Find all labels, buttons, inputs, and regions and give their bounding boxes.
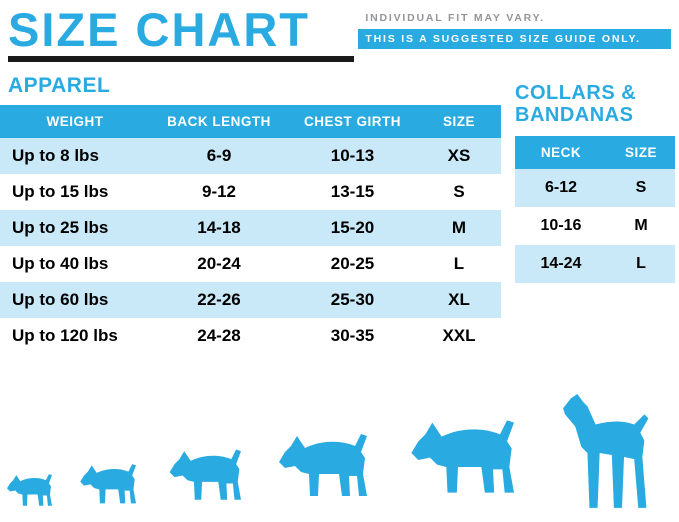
- collars-section: COLLARS & BANDANAS NECK SIZE 6-12 S: [515, 82, 675, 354]
- size-cell: L: [636, 254, 646, 272]
- dog-silhouette-m-icon: [169, 449, 241, 500]
- neck-cell: 14-24: [540, 254, 582, 272]
- table-row: Up to 120 lbs 24-28 30-35 XXL: [0, 318, 501, 354]
- dog-silhouette-s-icon: [80, 464, 137, 504]
- size-cell: M: [634, 216, 648, 234]
- chest-girth-cell: 13-15: [330, 182, 375, 201]
- table-row: 6-12 S: [515, 168, 675, 207]
- neck-cell: 10-16: [540, 216, 582, 234]
- dog-silhouette-row: [0, 394, 679, 516]
- fit-note-line2: THIS IS A SUGGESTED SIZE GUIDE ONLY.: [358, 29, 671, 49]
- apparel-table: WEIGHT BACK LENGTH CHEST GIRTH SIZE Up t…: [0, 105, 501, 354]
- weight-cell: Up to 15 lbs: [12, 182, 109, 201]
- column-header-chest-girth: CHEST GIRTH: [288, 105, 417, 138]
- size-cell: XXL: [442, 326, 476, 345]
- chest-girth-cell: 15-20: [330, 218, 375, 237]
- weight-cell: Up to 40 lbs: [12, 254, 109, 273]
- header: SIZE CHART INDIVIDUAL FIT MAY VARY. THIS…: [0, 0, 679, 62]
- fit-note: INDIVIDUAL FIT MAY VARY. THIS IS A SUGGE…: [358, 10, 671, 49]
- table-row: 14-24 L: [515, 244, 675, 283]
- chest-girth-cell: 30-35: [330, 326, 375, 345]
- back-length-cell: 22-26: [197, 290, 241, 309]
- weight-cell: Up to 60 lbs: [12, 290, 109, 309]
- back-length-cell: 6-9: [206, 146, 232, 165]
- weight-cell: Up to 120 lbs: [12, 326, 118, 345]
- chest-girth-cell: 20-25: [330, 254, 375, 273]
- dog-silhouette-xs-icon: [7, 474, 52, 506]
- title-underline: [8, 56, 354, 62]
- size-cell: S: [453, 182, 465, 201]
- size-cell: L: [453, 254, 465, 273]
- chest-girth-cell: 25-30: [330, 290, 375, 309]
- collars-header-row: NECK SIZE: [515, 135, 675, 169]
- back-length-cell: 14-18: [197, 218, 241, 237]
- size-cell: S: [635, 178, 647, 196]
- main-content: APPAREL WEIGHT BACK LENGTH CHEST GIRTH S…: [0, 74, 679, 354]
- back-length-cell: 9-12: [201, 182, 237, 201]
- dog-silhouette-l-icon: [278, 434, 367, 496]
- collars-heading: COLLARS & BANDANAS: [515, 82, 637, 127]
- size-cell: XS: [447, 146, 471, 165]
- apparel-header-row: WEIGHT BACK LENGTH CHEST GIRTH SIZE: [0, 105, 501, 138]
- apparel-section: APPAREL WEIGHT BACK LENGTH CHEST GIRTH S…: [0, 74, 501, 354]
- column-header-size: SIZE: [417, 105, 501, 138]
- column-header-size: SIZE: [607, 135, 675, 169]
- column-header-neck: NECK: [515, 135, 607, 169]
- column-header-weight: WEIGHT: [0, 105, 150, 138]
- weight-cell: Up to 8 lbs: [12, 146, 99, 165]
- dog-silhouette-xl-icon: [411, 420, 515, 493]
- table-row: Up to 25 lbs 14-18 15-20 M: [0, 210, 501, 246]
- weight-cell: Up to 25 lbs: [12, 218, 109, 237]
- neck-cell: 6-12: [544, 178, 578, 196]
- title-block: SIZE CHART: [8, 6, 358, 62]
- back-length-cell: 24-28: [197, 326, 241, 345]
- table-row: Up to 40 lbs 20-24 20-25 L: [0, 246, 501, 282]
- back-length-cell: 20-24: [197, 254, 241, 273]
- column-header-back-length: BACK LENGTH: [150, 105, 288, 138]
- page-title: SIZE CHART: [8, 3, 310, 56]
- table-row: Up to 8 lbs 6-9 10-13 XS: [0, 138, 501, 174]
- table-row: Up to 15 lbs 9-12 13-15 S: [0, 174, 501, 210]
- size-cell: M: [451, 218, 467, 237]
- size-cell: XL: [448, 290, 470, 309]
- dog-silhouette-xxl-icon: [563, 394, 649, 508]
- table-row: Up to 60 lbs 22-26 25-30 XL: [0, 282, 501, 318]
- fit-note-line1: INDIVIDUAL FIT MAY VARY.: [365, 12, 545, 24]
- collars-table: NECK SIZE 6-12 S 10-16 M 14-24 L: [515, 135, 675, 283]
- apparel-heading: APPAREL: [8, 74, 111, 97]
- table-row: 10-16 M: [515, 206, 675, 245]
- chest-girth-cell: 10-13: [330, 146, 375, 165]
